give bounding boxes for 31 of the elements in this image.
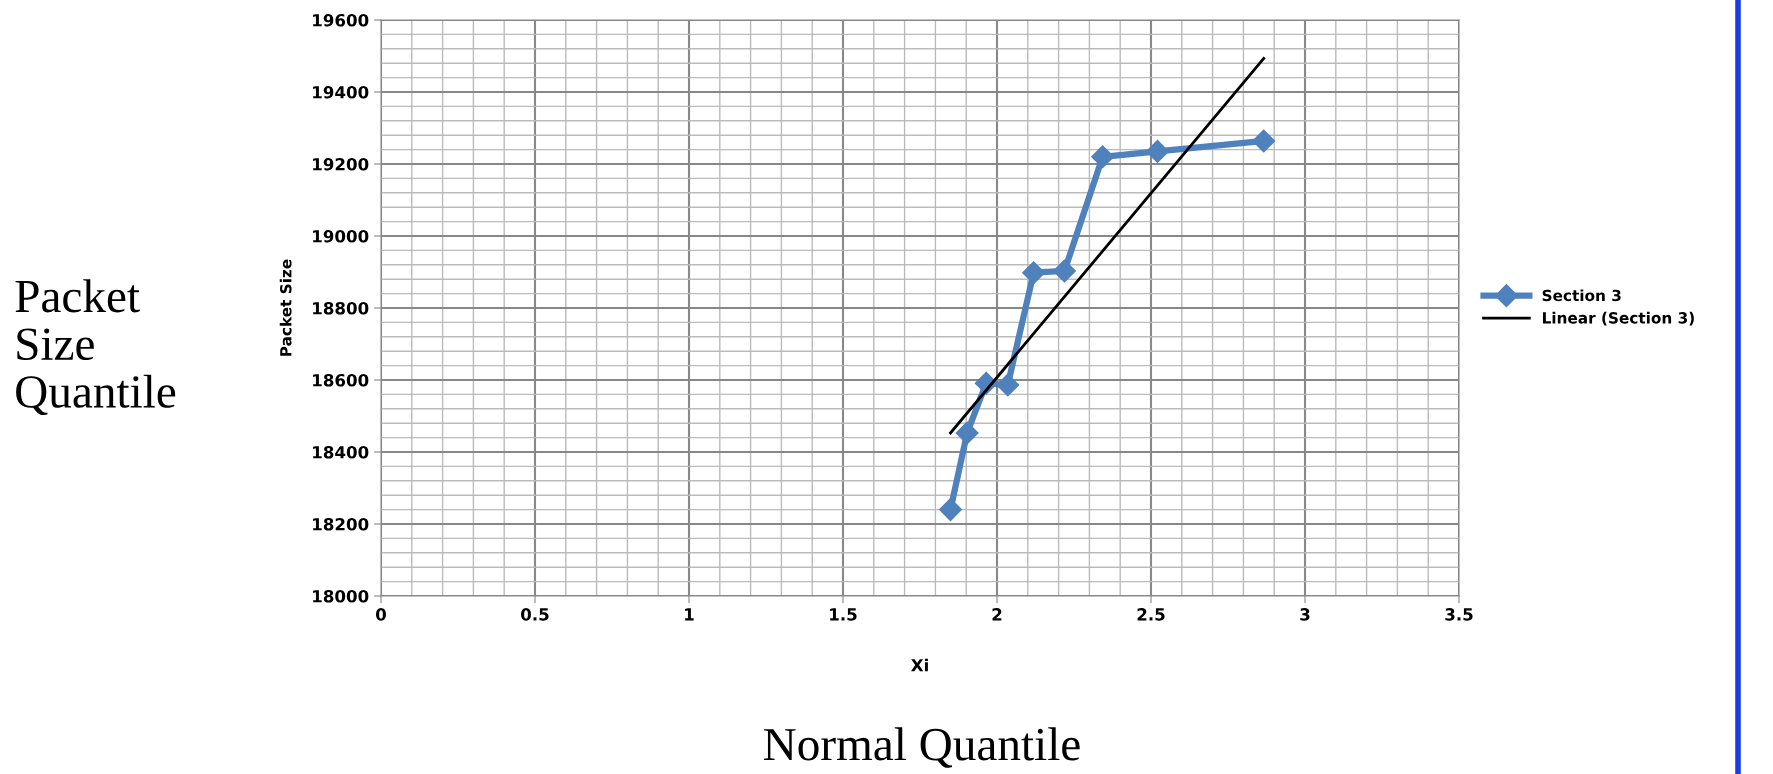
y-tick-label: 19400 — [313, 85, 369, 99]
x-tick-label: 1.5 — [830, 608, 857, 621]
x-tick-label: 2.5 — [1137, 608, 1165, 621]
point — [1252, 129, 1276, 153]
text: Packet Size Quantile — [15, 279, 176, 416]
x-tick-label: 0.5 — [521, 608, 549, 621]
text: Normal Quantile — [763, 727, 1080, 768]
x-tick-label: 2 — [992, 608, 1002, 621]
y-tick-label: 18400 — [313, 445, 369, 459]
x-tick-label: 0 — [376, 608, 386, 621]
y-tick-label: 18600 — [313, 373, 369, 387]
y-tick-label: 18000 — [313, 589, 369, 603]
x-tick-label: 3 — [1300, 608, 1310, 621]
point — [1052, 259, 1076, 283]
y-tick-label: 19600 — [313, 13, 369, 27]
y-tick-label: 19200 — [313, 157, 369, 171]
point — [1145, 139, 1169, 163]
legend-label: Section 3 — [1542, 289, 1621, 302]
y-axis-title: Packet Size — [279, 259, 292, 356]
y-tick-label: 19000 — [313, 229, 369, 243]
y-tick-label: 18800 — [313, 301, 369, 315]
point — [1022, 261, 1046, 285]
x-tick-label: 3.5 — [1445, 608, 1473, 621]
point — [938, 498, 962, 522]
x-tick-label: 1 — [685, 608, 694, 621]
point — [955, 421, 979, 445]
x-axis-title: Xi — [911, 658, 928, 672]
point — [1091, 145, 1115, 169]
legend-label: Linear (Section 3) — [1542, 311, 1694, 326]
y-tick-label: 18200 — [313, 517, 369, 531]
point — [996, 373, 1020, 397]
